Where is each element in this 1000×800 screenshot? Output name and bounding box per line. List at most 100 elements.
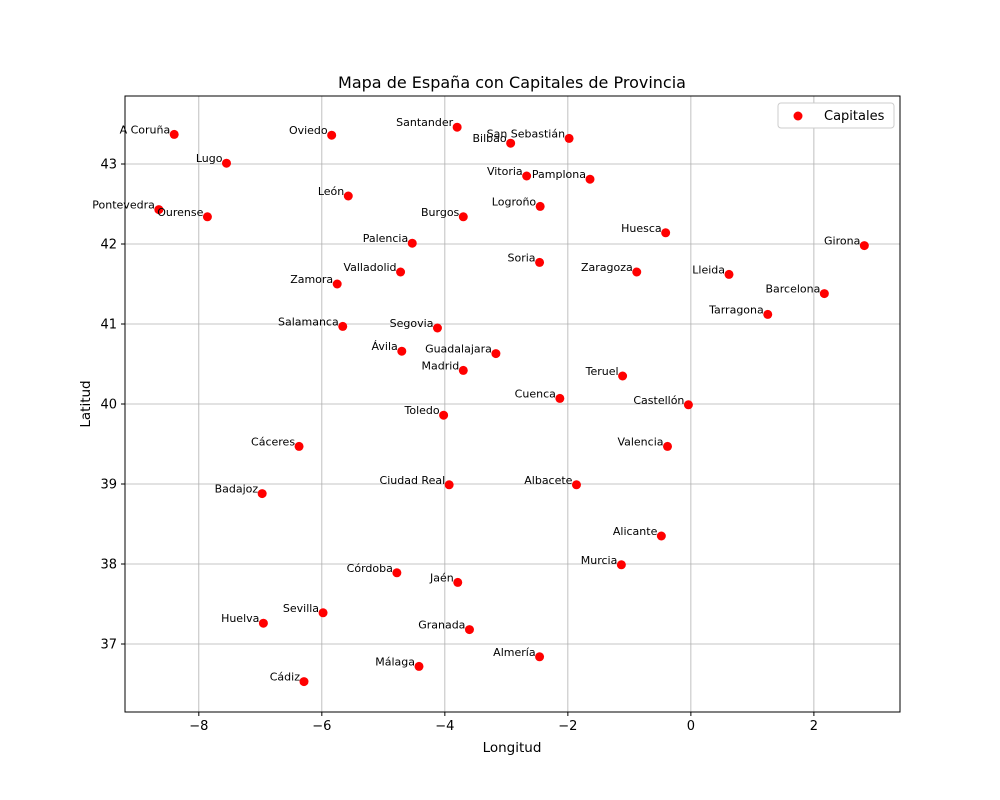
data-points [154, 122, 869, 687]
point-label: Valladolid [343, 261, 396, 274]
data-point [392, 568, 402, 578]
point-label: Granada [418, 619, 465, 632]
data-point [414, 661, 424, 671]
data-point [327, 130, 337, 140]
grid [125, 96, 900, 712]
data-point [464, 625, 474, 635]
point-label: A Coruña [120, 123, 171, 136]
y-tick-label: 41 [100, 318, 117, 333]
data-point [535, 652, 545, 662]
data-point [564, 133, 574, 143]
data-point [585, 174, 595, 184]
legend-box [777, 102, 895, 129]
x-axis: −8 −6 −4 −2 0 2 [189, 712, 818, 734]
data-point [663, 441, 672, 451]
data-point [169, 129, 179, 139]
x-tick-label: −8 [189, 719, 208, 734]
x-tick-label: −2 [558, 719, 577, 734]
legend-label: Capitales [824, 109, 885, 124]
data-point [343, 191, 353, 201]
point-label: San Sebastián [487, 127, 566, 140]
data-point [683, 400, 693, 410]
data-point [221, 158, 231, 168]
point-label: Bilbao [473, 132, 507, 145]
data-point [632, 267, 642, 277]
y-tick-label: 42 [100, 238, 117, 253]
point-label: Segovia [390, 317, 434, 330]
point-label: Málaga [375, 655, 415, 668]
legend-marker [793, 111, 803, 121]
point-label: León [318, 185, 344, 198]
x-tick-label: −6 [312, 719, 331, 734]
point-label: Cáceres [251, 435, 295, 448]
point-label: Ávila [372, 340, 398, 353]
point-label: Salamanca [278, 315, 339, 328]
point-label: Sevilla [283, 602, 319, 615]
y-axis-label: Latitud [78, 380, 94, 427]
data-point [439, 410, 449, 420]
point-label: Cádiz [270, 671, 300, 684]
y-tick-label: 38 [100, 558, 117, 573]
y-tick-label: 39 [100, 478, 117, 493]
point-label: Castellón [633, 394, 684, 407]
data-point [318, 608, 328, 618]
point-label: Pamplona [532, 168, 586, 181]
point-label: Soria [508, 251, 536, 264]
data-point [819, 289, 829, 299]
point-label: Almería [493, 646, 535, 659]
y-tick-label: 37 [100, 638, 117, 653]
data-point [397, 346, 407, 356]
y-tick-label: 43 [100, 158, 117, 173]
data-point [257, 489, 267, 499]
legend: Capitales [777, 102, 895, 129]
data-point [202, 212, 212, 222]
data-point [859, 241, 869, 251]
data-point [154, 205, 164, 215]
point-label: Zamora [290, 273, 333, 286]
data-point [396, 267, 406, 277]
point-label: Valencia [617, 435, 663, 448]
data-point [458, 365, 468, 375]
data-point [661, 228, 671, 238]
point-label: Vitoria [487, 165, 523, 178]
x-tick-label: 2 [810, 719, 818, 734]
point-label: Huesca [621, 222, 662, 235]
chart-title: Mapa de España con Capitales de Provinci… [338, 73, 686, 92]
data-point [432, 323, 442, 333]
point-label: Oviedo [289, 124, 328, 137]
data-point [299, 677, 309, 687]
point-label: Barcelona [765, 283, 820, 296]
data-point [618, 371, 628, 381]
data-point [571, 480, 581, 490]
data-point [407, 238, 417, 248]
x-tick-label: 0 [687, 719, 695, 734]
point-label: Toledo [403, 404, 439, 417]
data-point [616, 560, 626, 570]
data-point [294, 441, 304, 451]
point-label: Teruel [585, 365, 619, 378]
point-label: Palencia [363, 232, 409, 245]
point-label: Alicante [613, 525, 658, 538]
data-point [763, 309, 773, 319]
data-point [555, 393, 565, 403]
point-label: Zaragoza [581, 261, 633, 274]
data-point [491, 349, 501, 359]
point-label: Jaén [429, 571, 454, 584]
data-point [522, 171, 532, 181]
point-label: Guadalajara [425, 343, 492, 356]
data-point [458, 212, 468, 222]
x-tick-label: −4 [435, 719, 454, 734]
point-label: Lleida [692, 263, 725, 276]
point-label: Ourense [157, 206, 203, 219]
point-label: Madrid [422, 359, 460, 372]
data-point [724, 269, 734, 279]
point-label: Huelva [221, 612, 259, 625]
data-point [338, 321, 348, 331]
point-label: Murcia [581, 554, 618, 567]
y-axis: 37 38 39 40 41 42 43 [100, 158, 125, 653]
x-axis-label: Longitud [483, 740, 542, 756]
point-label: Lugo [196, 152, 223, 165]
data-point [535, 257, 545, 267]
